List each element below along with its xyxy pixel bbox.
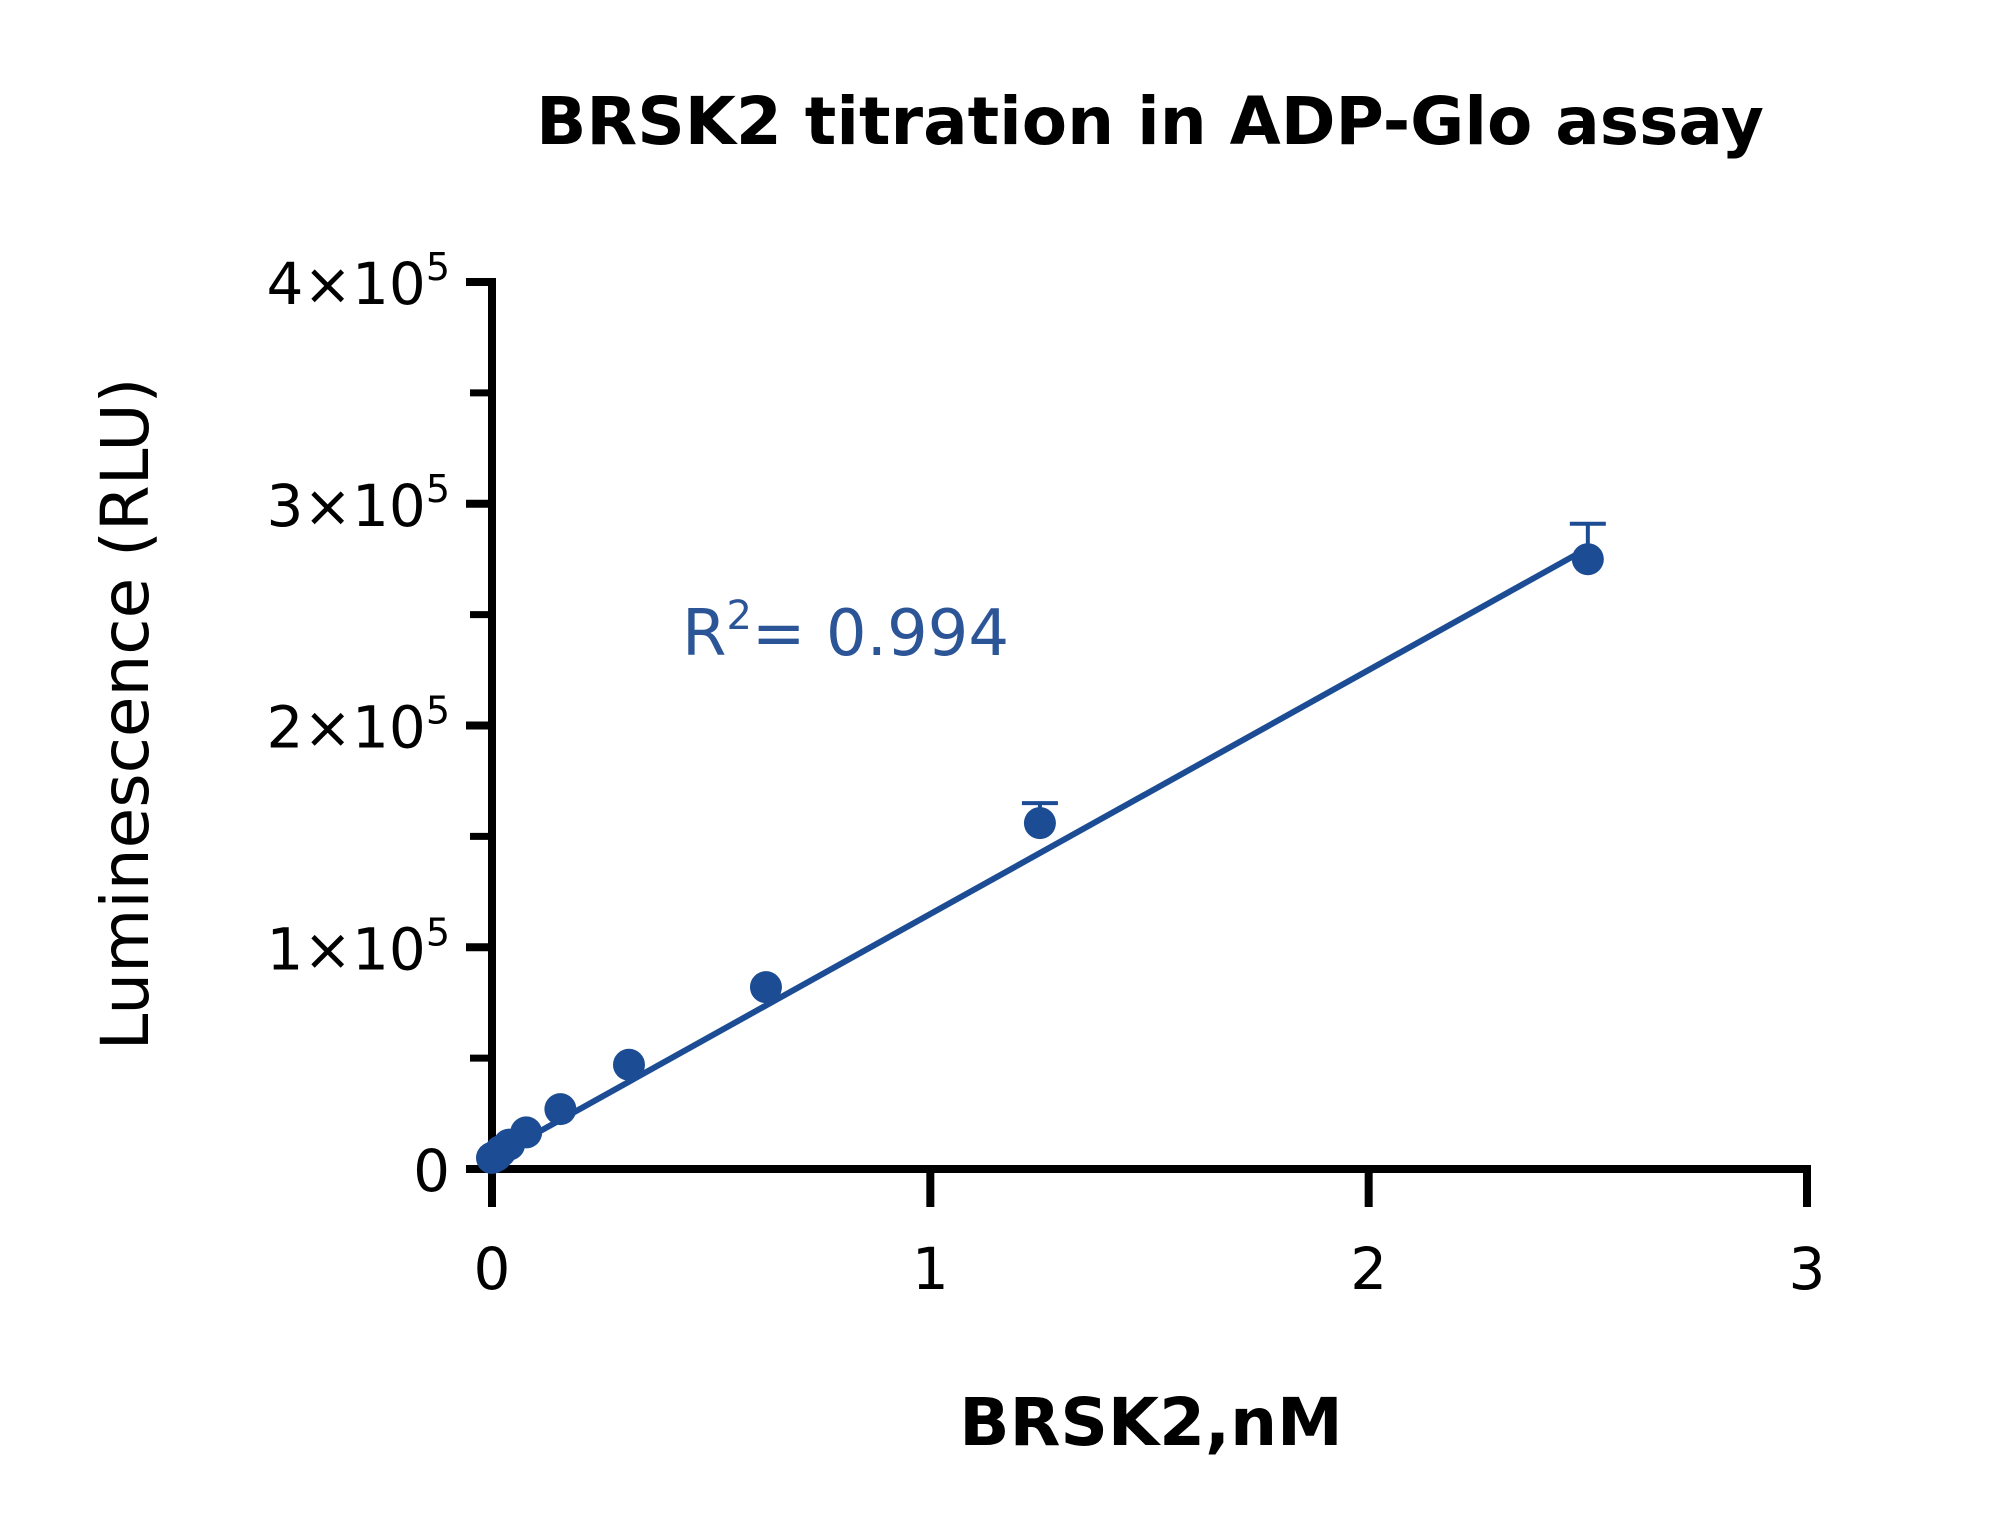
x-tick-label: 0 (474, 1235, 511, 1303)
y-axis-label: Luminescence (RLU) (87, 378, 164, 1051)
y-tick-label: 3×105 (267, 467, 451, 540)
data-point (510, 1116, 543, 1149)
data-point (612, 1048, 645, 1081)
data-point (1023, 807, 1056, 840)
data-point (749, 971, 782, 1004)
fit-line (490, 545, 1590, 1161)
x-tick-label: 3 (1789, 1235, 1826, 1303)
chart-title: BRSK2 titration in ADP-Glo assay (536, 83, 1764, 160)
r-squared-annotation: R2= 0.994 (682, 593, 1009, 671)
x-axis-label: BRSK2,nM (959, 1384, 1342, 1461)
y-tick-label: 0 (413, 1137, 450, 1205)
data-point (544, 1093, 577, 1126)
y-tick-label: 1×105 (267, 910, 451, 983)
data-point (1571, 543, 1604, 576)
x-tick-label: 1 (912, 1235, 949, 1303)
x-tick-label: 2 (1350, 1235, 1387, 1303)
y-tick-label: 4×105 (267, 245, 451, 318)
y-tick-label: 2×105 (267, 689, 451, 762)
